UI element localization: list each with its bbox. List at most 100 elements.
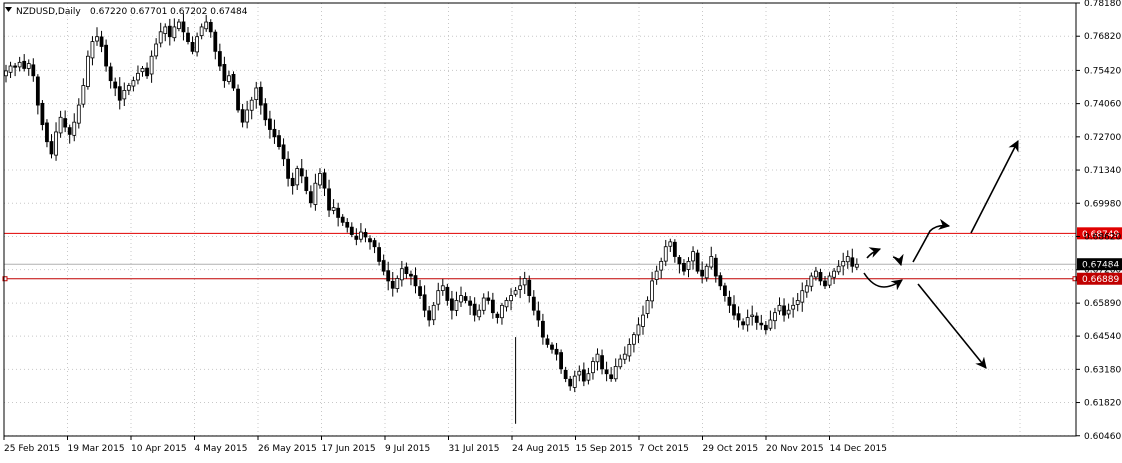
candle-body [459, 295, 463, 303]
candle-body [841, 260, 846, 267]
candle-body [823, 280, 827, 287]
candle-body [563, 369, 568, 380]
candle-body [568, 378, 573, 387]
forecast-arrow-down-small [892, 253, 904, 267]
candle-body [236, 88, 240, 111]
x-tick-label: 15 Sep 2015 [576, 444, 633, 454]
candle-body [90, 41, 95, 59]
candle-body [8, 65, 13, 73]
y-tick-label: 0.63180 [1084, 365, 1121, 375]
candle-body [632, 334, 636, 345]
candle-body [854, 263, 859, 268]
candle-body [595, 353, 600, 363]
candle-body [45, 122, 49, 143]
candle-body [736, 313, 741, 321]
y-tick-label: 0.78180 [1084, 0, 1121, 9]
candle-body [832, 270, 836, 278]
forecast-arrow-up-small [866, 247, 882, 259]
candle-body [272, 128, 277, 138]
candle-body [627, 344, 632, 357]
candle-body [304, 176, 309, 191]
candle-body [600, 355, 604, 370]
candle-body [786, 309, 791, 315]
candle-body [22, 60, 27, 69]
y-tick-label: 0.60460 [1084, 432, 1121, 442]
candle-body [17, 61, 22, 68]
candle-body [800, 290, 805, 303]
candle-body [759, 322, 764, 326]
candle-body [591, 361, 595, 374]
candle-body [741, 321, 745, 326]
candle-body [395, 278, 400, 289]
candle-body [327, 188, 331, 211]
candle-body [445, 286, 450, 301]
candle-body [613, 365, 618, 380]
candle-body [54, 131, 58, 156]
y-tick-label: 0.61820 [1084, 399, 1121, 409]
candle-body [804, 285, 809, 293]
candle-body [754, 315, 759, 323]
y-tick-label: 0.68620 [1084, 232, 1121, 242]
candle-body [31, 64, 36, 77]
candle-body [541, 320, 545, 338]
x-tick-label: 31 Jul 2015 [449, 444, 500, 454]
candle-body [650, 280, 654, 302]
candle-body [181, 21, 186, 33]
candle-body [509, 295, 513, 302]
candle-body [836, 265, 841, 273]
candle-body [122, 90, 127, 100]
ohlc-label: 0.67220 0.67701 0.67202 0.67484 [90, 7, 248, 17]
candle-body [618, 358, 623, 368]
forecast-arrow-breakout-up [970, 140, 1019, 234]
candle-body [104, 44, 108, 67]
y-tick-label: 0.75420 [1084, 66, 1121, 76]
y-tick-label: 0.76820 [1084, 32, 1121, 42]
candle-body [35, 76, 40, 106]
candle-body [490, 299, 495, 314]
candle-body [418, 286, 422, 296]
candle-body [477, 309, 482, 318]
candle-body [136, 72, 140, 81]
x-tick-label: 20 Nov 2015 [766, 444, 824, 454]
candle-body [645, 300, 650, 314]
y-tick-label: 0.65890 [1084, 299, 1121, 309]
candle-body [581, 369, 586, 382]
candle-body [281, 144, 286, 160]
candle-body [463, 296, 468, 301]
candle-body [527, 279, 532, 296]
candle-body [167, 25, 172, 38]
candle-body [609, 374, 614, 380]
candle-body [295, 168, 300, 186]
candle-body [145, 67, 149, 77]
level-anchor [1072, 276, 1078, 282]
candle-body [13, 65, 18, 68]
candle-body [791, 304, 796, 310]
candle-body [208, 22, 213, 33]
candle-body [404, 266, 409, 274]
forecast-arrows [863, 140, 1019, 369]
candle-body [773, 312, 777, 322]
candle-body [818, 272, 823, 282]
candle-body [500, 304, 504, 319]
level-label-box [1077, 227, 1122, 240]
axis-layer: 0.78180 0.76820 0.75420 0.74060 0.72700 0.713… [3, 0, 1121, 454]
y-tick-label: 0.74060 [1084, 100, 1121, 110]
candle-body [308, 191, 313, 204]
candle-body [486, 297, 491, 301]
current-price-box [1077, 258, 1122, 271]
candle-body [763, 324, 768, 331]
candle-body [782, 305, 786, 316]
candle-body [217, 51, 222, 67]
candle-body [99, 36, 104, 47]
x-tick-label: 7 Oct 2015 [639, 444, 689, 454]
candle-body [86, 55, 90, 87]
symbol-label: NZDUSD,Daily [16, 7, 81, 17]
candle-body [313, 182, 318, 205]
candle-body [222, 64, 227, 82]
candle-body [263, 103, 268, 121]
candle-body [4, 70, 8, 77]
level-label: 0.68749 [1082, 230, 1119, 240]
candle-body [76, 104, 81, 124]
candle-body [827, 275, 832, 286]
candle-body [354, 235, 359, 240]
